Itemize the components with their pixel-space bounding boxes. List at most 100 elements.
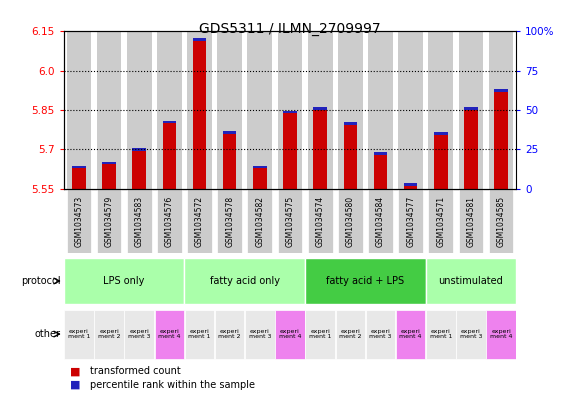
Text: GSM1034574: GSM1034574 [316, 195, 325, 247]
Bar [404, 186, 418, 189]
Bar [278, 189, 302, 253]
Bar [404, 184, 418, 186]
Bar [398, 31, 423, 189]
Text: GSM1034573: GSM1034573 [74, 195, 84, 247]
Bar [429, 189, 453, 253]
Bar [368, 189, 393, 253]
Text: GSM1034576: GSM1034576 [165, 195, 174, 247]
Text: experi
ment 4: experi ment 4 [279, 329, 301, 340]
Bar [374, 154, 387, 189]
Text: GSM1034579: GSM1034579 [104, 195, 114, 247]
Bar [184, 258, 305, 304]
Text: GSM1034583: GSM1034583 [135, 195, 144, 247]
Bar [64, 258, 184, 304]
Text: GDS5311 / ILMN_2709997: GDS5311 / ILMN_2709997 [199, 22, 381, 36]
Bar [396, 310, 425, 358]
Bar [253, 168, 267, 189]
Bar [155, 310, 184, 358]
Bar [102, 162, 116, 164]
Bar [125, 310, 154, 358]
Text: experi
ment 2: experi ment 2 [98, 329, 120, 340]
Bar [338, 31, 362, 189]
Bar [157, 31, 182, 189]
Text: experi
ment 1: experi ment 1 [430, 329, 452, 340]
Bar [97, 189, 121, 253]
Text: other: other [35, 329, 61, 339]
Text: experi
ment 3: experi ment 3 [249, 329, 271, 340]
Bar [223, 131, 237, 134]
Text: fatty acid + LPS: fatty acid + LPS [327, 276, 404, 286]
Text: GSM1034584: GSM1034584 [376, 195, 385, 247]
Bar [278, 31, 302, 189]
Bar [223, 134, 237, 189]
Bar [67, 189, 91, 253]
Bar [248, 31, 272, 189]
Text: experi
ment 3: experi ment 3 [128, 329, 150, 340]
Text: experi
ment 4: experi ment 4 [158, 329, 180, 340]
Text: GSM1034585: GSM1034585 [496, 195, 506, 247]
Bar [494, 92, 508, 189]
Bar [459, 189, 483, 253]
Bar [305, 258, 426, 304]
Bar [459, 31, 483, 189]
Bar [67, 31, 91, 189]
Text: LPS only: LPS only [103, 276, 145, 286]
Bar [313, 107, 327, 110]
Text: experi
ment 4: experi ment 4 [490, 329, 512, 340]
Bar [306, 310, 335, 358]
Text: ■: ■ [70, 366, 80, 376]
Text: fatty acid only: fatty acid only [210, 276, 280, 286]
Bar [245, 310, 274, 358]
Text: GSM1034581: GSM1034581 [466, 196, 476, 246]
Bar [487, 310, 516, 358]
Bar [338, 189, 362, 253]
Bar [426, 310, 455, 358]
Bar [102, 164, 116, 189]
Text: GSM1034575: GSM1034575 [285, 195, 295, 247]
Bar [336, 310, 365, 358]
Bar [95, 310, 124, 358]
Text: GSM1034582: GSM1034582 [255, 196, 264, 246]
Bar [368, 31, 393, 189]
Bar [72, 166, 86, 169]
Bar [185, 310, 214, 358]
Text: unstimulated: unstimulated [438, 276, 503, 286]
Bar [398, 189, 423, 253]
Bar [456, 310, 485, 358]
Bar [132, 148, 146, 151]
Bar [494, 89, 508, 92]
Text: GSM1034572: GSM1034572 [195, 195, 204, 247]
Bar [64, 310, 93, 358]
Bar [157, 189, 182, 253]
Bar [426, 258, 516, 304]
Text: experi
ment 2: experi ment 2 [219, 329, 241, 340]
Text: experi
ment 3: experi ment 3 [460, 329, 482, 340]
Bar [218, 189, 242, 253]
Bar [193, 38, 206, 40]
Bar [489, 189, 513, 253]
Text: experi
ment 2: experi ment 2 [339, 329, 361, 340]
Text: experi
ment 3: experi ment 3 [369, 329, 392, 340]
Bar [248, 189, 272, 253]
Bar [187, 31, 212, 189]
Bar [343, 125, 357, 189]
Bar [127, 189, 151, 253]
Bar [276, 310, 304, 358]
Bar [313, 110, 327, 189]
Bar [343, 122, 357, 125]
Text: GSM1034577: GSM1034577 [406, 195, 415, 247]
Bar [72, 169, 86, 189]
Bar [97, 31, 121, 189]
Bar [434, 135, 448, 189]
Text: protocol: protocol [21, 276, 61, 286]
Bar [464, 110, 478, 189]
Text: transformed count: transformed count [90, 366, 180, 376]
Bar [187, 189, 212, 253]
Bar [308, 189, 332, 253]
Text: experi
ment 1: experi ment 1 [188, 329, 211, 340]
Bar [283, 110, 297, 113]
Bar [132, 151, 146, 189]
Text: GSM1034580: GSM1034580 [346, 195, 355, 247]
Bar [162, 123, 176, 189]
Bar [193, 40, 206, 189]
